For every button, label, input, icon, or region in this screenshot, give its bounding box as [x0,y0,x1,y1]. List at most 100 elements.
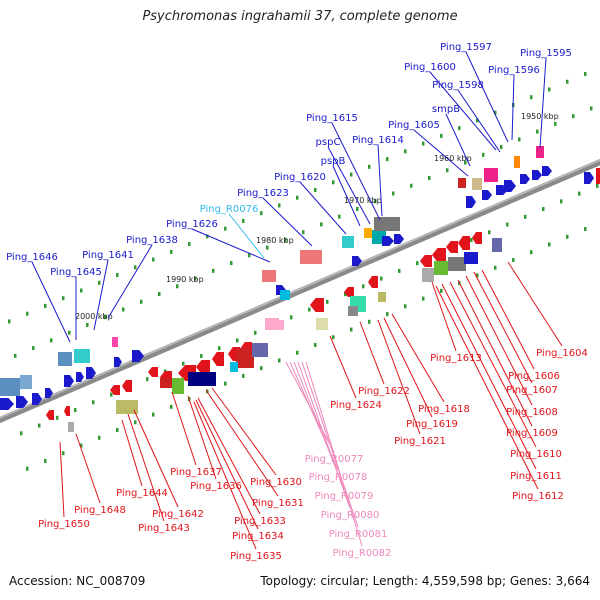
tick-mark [530,250,533,255]
leader-line [331,122,381,221]
gene-block [20,375,32,389]
leader-line [329,335,357,399]
leader-line [457,89,501,153]
tick-mark [332,335,335,340]
tick-mark [278,203,281,208]
leader-line [445,113,471,167]
leader-line [31,261,71,343]
tick-mark [260,366,263,371]
tick-mark [584,227,587,232]
gene-label: Ping_1613 [430,353,482,364]
gene-label: Ping_R0082 [333,548,392,559]
tick-mark [356,206,359,211]
scale-label: 2000 kbp [75,312,113,321]
gene-label: smpB [432,104,460,115]
tick-mark [98,435,101,440]
tick-mark [68,330,71,335]
leader-line [205,389,279,497]
leader-line [327,146,371,225]
tick-mark [62,451,65,456]
gene-label: Ping_1641 [82,250,134,261]
gene-label: Ping_1643 [138,523,190,534]
tick-mark [44,458,47,463]
gene-label: Ping_1598 [432,80,484,91]
tick-mark [566,79,569,84]
leader-line [431,281,457,352]
tick-mark [494,265,497,270]
gene-arrow [504,180,516,192]
gene-block [112,337,118,347]
tick-mark [296,195,299,200]
tick-mark [578,191,581,196]
scale-label: 1980 kbp [256,236,294,245]
scale-labels: 1950 kbp 1960 kbp 1970 kbp 1980 kbp 1990 kbp… [75,112,559,321]
genome-backbone [0,158,600,424]
tick-mark [524,214,527,219]
tick-mark [38,423,41,428]
topology-text: Topology: circular; Length: 4,559,598 bp… [260,574,590,588]
gene-block [458,178,466,188]
leader-line [332,165,361,227]
gene-label: Ping_1610 [510,449,562,460]
tick-mark [134,265,137,270]
gene-block [252,343,268,357]
leader-line [193,401,257,550]
gene-label: Ping_R0081 [329,529,388,540]
tick-mark [260,211,263,216]
leader-line [191,228,271,263]
gene-label: Ping_1626 [166,219,218,230]
gene-label: Ping_1634 [232,531,284,542]
leader-line [187,395,217,480]
tick-mark [488,230,491,235]
tick-mark [20,431,23,436]
tick-mark [350,172,353,177]
gene-label: Ping_1612 [512,491,564,502]
tick-mark [392,191,395,196]
gene-arrow [212,352,224,366]
gene-label: Ping_1624 [330,400,382,411]
tick-mark [218,346,221,351]
gene-block [374,217,400,231]
tick-mark [170,249,173,254]
gene-block [68,422,74,432]
gene-label: Ping_1611 [510,471,562,482]
gene-arrow [132,350,144,362]
tick-mark [338,214,341,219]
gene-arrow [64,406,70,416]
tick-mark [560,199,563,204]
tick-mark [368,319,371,324]
gene-label: pspC [316,137,341,148]
tick-mark [26,311,29,316]
tick-mark [458,126,461,131]
gene-label: Ping_1596 [488,65,540,76]
gene-block [364,228,372,238]
gene-label: Ping_R0077 [305,454,364,465]
tick-mark [104,315,107,320]
gene-block [316,318,328,330]
gene-arrow [532,170,542,180]
gene-block [265,318,279,330]
tick-mark [416,261,419,266]
tick-mark [320,222,323,227]
leader-line [377,144,383,217]
gene-label: Ping_1614 [352,135,404,146]
tick-mark [8,319,11,324]
gene-block [172,378,184,394]
leader-line [133,409,179,508]
map-title: Psychromonas ingrahamii 37, complete gen… [142,9,458,24]
tick-mark [554,121,557,126]
tick-mark [566,234,569,239]
leader-line [377,319,421,435]
leader-line [301,361,359,528]
scale-label: 1950 kbp [521,112,559,121]
tick-mark [398,268,401,273]
leader-line [297,361,351,509]
gene-label: Ping_R0076 [200,204,259,215]
gene-block [536,146,544,158]
tick-mark [92,400,95,405]
tick-mark [314,187,317,192]
tick-mark [500,145,503,150]
gene-arrow [122,380,132,392]
leader-line [435,285,539,490]
